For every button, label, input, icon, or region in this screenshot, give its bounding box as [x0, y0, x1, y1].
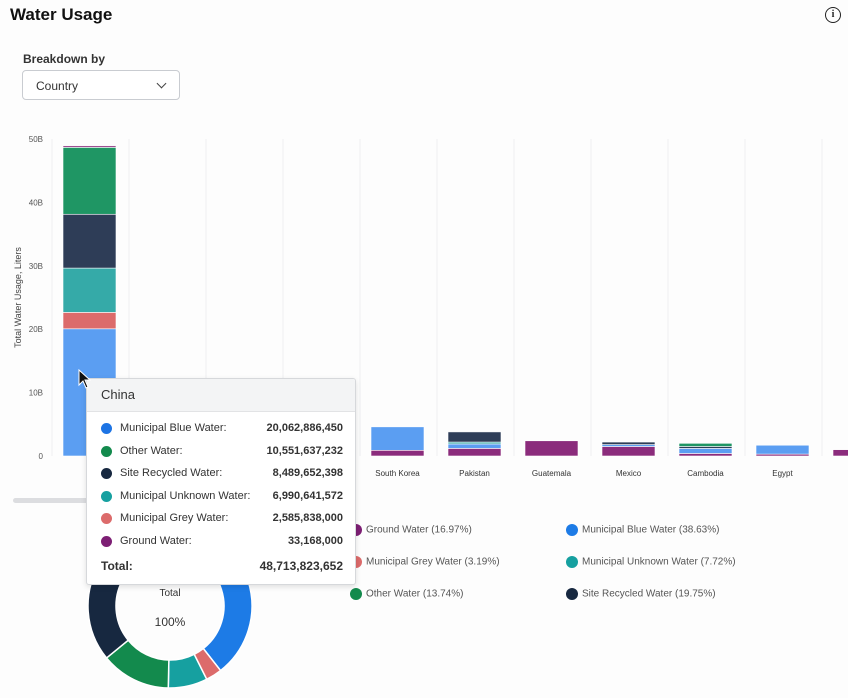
- legend-dot: [350, 588, 362, 600]
- tooltip-row-value: 20,062,886,450: [266, 422, 343, 434]
- x-tick-label: Mexico: [616, 469, 642, 478]
- bar-ground-water[interactable]: [62, 145, 117, 148]
- tooltip-dot: [101, 423, 112, 434]
- legend-item[interactable]: Municipal Blue Water (38.63%): [566, 524, 719, 536]
- tooltip-row-name: Municipal Blue Water:: [120, 422, 227, 434]
- legend-dot: [566, 556, 578, 568]
- y-tick-label: 40B: [29, 198, 43, 207]
- bar-site-recycled-water[interactable]: [601, 441, 656, 445]
- legend-item[interactable]: Site Recycled Water (19.75%): [566, 588, 716, 600]
- tooltip-row-name: Municipal Grey Water:: [120, 512, 229, 524]
- x-tick-label: Cambodia: [687, 469, 724, 478]
- x-tick-label: Guatemala: [532, 469, 572, 478]
- legend-label: Site Recycled Water (19.75%): [582, 588, 716, 600]
- x-tick-label: South Korea: [375, 469, 420, 478]
- bar-site-recycled-water[interactable]: [447, 431, 502, 443]
- donut-center-label: Total: [159, 588, 181, 599]
- legend-item[interactable]: Ground Water (16.97%): [350, 524, 472, 536]
- breakdown-label: Breakdown by: [23, 52, 106, 66]
- tooltip-total: Total: 48,713,823,652: [101, 559, 343, 573]
- tooltip-row: Site Recycled Water: 8,489,652,398: [101, 465, 343, 483]
- legend-label: Other Water (13.74%): [366, 588, 464, 600]
- tooltip-row-name: Municipal Unknown Water:: [120, 489, 251, 502]
- legend-label: Ground Water (16.97%): [366, 524, 472, 536]
- donut-center-value: 100%: [154, 615, 186, 629]
- breakdown-select-value: Country: [36, 79, 79, 93]
- legend-label: Municipal Grey Water (3.19%): [366, 556, 500, 568]
- tooltip-row-name: Other Water:: [120, 444, 183, 457]
- breakdown-select[interactable]: Country: [22, 70, 180, 100]
- chart-tooltip: China Municipal Blue Water: 20,062,886,45…: [86, 378, 356, 585]
- tooltip-dot: [101, 535, 112, 547]
- legend-item[interactable]: Other Water (13.74%): [350, 588, 463, 600]
- y-tick-label: 50B: [29, 135, 43, 144]
- y-tick-label: 10B: [29, 389, 43, 398]
- bar-municipal-blue-water[interactable]: [755, 444, 810, 455]
- bar-other-water[interactable]: [678, 443, 733, 447]
- mouse-cursor-icon: [78, 369, 92, 389]
- legend-item[interactable]: Municipal Unknown Water (7.72%): [566, 556, 736, 568]
- legend-item[interactable]: Municipal Grey Water (3.19%): [350, 556, 500, 568]
- tooltip-dot: [101, 445, 112, 457]
- tooltip-total-value: 48,713,823,652: [259, 559, 343, 573]
- bar-ground-water[interactable]: [524, 440, 579, 457]
- tooltip-row-value: 8,489,652,398: [272, 467, 343, 479]
- legend-dot: [566, 588, 578, 600]
- tooltip-row: Other Water: 10,551,637,232: [101, 443, 343, 461]
- tooltip-row: Municipal Unknown Water: 6,990,641,572: [101, 488, 343, 506]
- bar-site-recycled-water[interactable]: [62, 213, 117, 269]
- tooltip-title: China: [87, 379, 355, 412]
- legend-label: Municipal Blue Water (38.63%): [582, 524, 720, 536]
- tooltip-row: Municipal Grey Water: 2,585,838,000: [101, 510, 343, 528]
- tooltip-row: Ground Water: 33,168,000: [101, 533, 343, 551]
- tooltip-row: Municipal Blue Water: 20,062,886,450: [101, 420, 343, 438]
- legend-label: Municipal Unknown Water (7.72%): [582, 556, 736, 568]
- page-title: Water Usage: [10, 5, 113, 24]
- y-tick-label: 0: [39, 452, 44, 461]
- x-tick-label: Pakistan: [459, 469, 490, 478]
- tooltip-row-value: 10,551,637,232: [266, 444, 343, 457]
- tooltip-dot: [101, 513, 112, 524]
- y-axis-label: Total Water Usage, Liters: [13, 247, 23, 348]
- tooltip-dot: [101, 490, 112, 502]
- tooltip-row-value: 33,168,000: [287, 534, 343, 547]
- bar-municipal-unknown-water[interactable]: [62, 267, 117, 313]
- tooltip-total-label: Total:: [101, 559, 133, 573]
- legend-dot: [566, 524, 578, 536]
- bar-ground-water[interactable]: [832, 449, 848, 457]
- tooltip-row-value: 2,585,838,000: [272, 512, 343, 524]
- info-icon[interactable]: i: [825, 7, 841, 23]
- tooltip-row-name: Site Recycled Water:: [120, 467, 223, 479]
- tooltip-row-name: Ground Water:: [120, 534, 192, 547]
- y-tick-label: 20B: [29, 325, 43, 334]
- tooltip-dot: [101, 468, 112, 479]
- bar-other-water[interactable]: [62, 147, 117, 215]
- tooltip-row-value: 6,990,641,572: [272, 489, 343, 502]
- y-tick-label: 30B: [29, 262, 43, 271]
- x-tick-label: Egypt: [772, 469, 793, 478]
- bar-municipal-blue-water[interactable]: [370, 426, 425, 451]
